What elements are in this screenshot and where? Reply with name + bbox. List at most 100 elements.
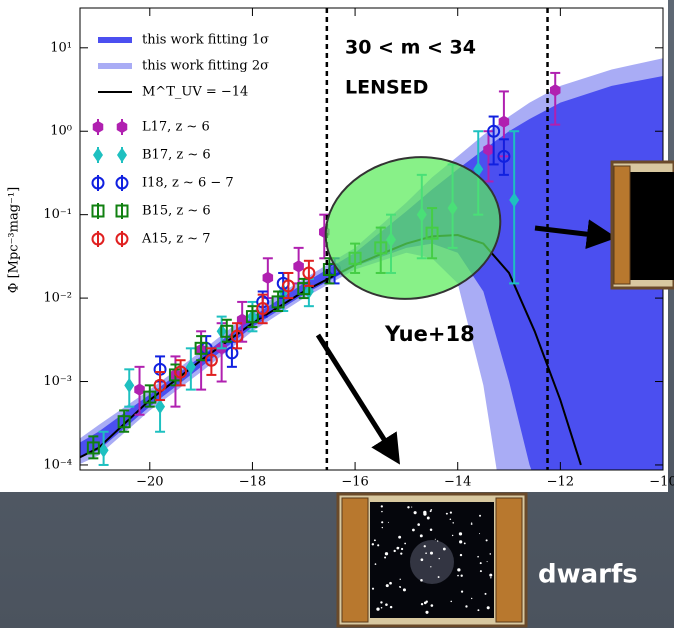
- data-point: [550, 85, 560, 96]
- legend-label: this work fitting 2σ: [142, 59, 269, 74]
- star: [480, 562, 482, 564]
- x-tick-label: −14: [444, 475, 471, 490]
- star: [464, 542, 466, 544]
- star: [398, 547, 399, 548]
- star: [489, 553, 491, 555]
- x-tick-label: −10: [649, 475, 674, 490]
- star: [425, 611, 428, 614]
- star: [459, 540, 462, 543]
- star: [398, 536, 401, 539]
- annotation: 30 < m < 34: [345, 37, 476, 59]
- star: [446, 513, 448, 515]
- star: [450, 518, 452, 520]
- star: [480, 570, 482, 572]
- star: [487, 561, 488, 562]
- star: [372, 543, 374, 545]
- y-tick-label: 10¹: [50, 40, 72, 55]
- star: [423, 511, 426, 514]
- star: [404, 543, 406, 545]
- data-point: [93, 122, 103, 133]
- star: [460, 554, 462, 556]
- star: [384, 557, 386, 559]
- star: [477, 609, 479, 611]
- star: [465, 605, 467, 607]
- star: [412, 529, 415, 532]
- star: [400, 553, 402, 555]
- star: [438, 576, 440, 578]
- star: [381, 511, 382, 512]
- x-tick-label: −18: [239, 475, 266, 490]
- page: {"chart_data": { "type": "scatter", "yla…: [0, 0, 674, 628]
- y-tick-label: 10⁻³: [43, 374, 72, 389]
- star: [443, 548, 446, 551]
- x-tick-label: −20: [136, 475, 163, 490]
- star: [439, 558, 440, 559]
- star: [479, 515, 481, 517]
- star: [375, 563, 377, 565]
- legend-label: B17, z ∼ 6: [142, 148, 211, 163]
- star: [487, 606, 490, 609]
- star: [457, 575, 459, 577]
- legend-label: A15, z ∼ 7: [141, 232, 210, 247]
- star: [385, 552, 388, 555]
- legend-label: M^T_UV = −14: [142, 85, 248, 100]
- star: [486, 539, 488, 541]
- star: [430, 528, 433, 531]
- star: [411, 507, 412, 508]
- star: [452, 535, 453, 536]
- star: [489, 574, 492, 577]
- star: [374, 539, 376, 541]
- star: [377, 544, 379, 546]
- star: [477, 556, 479, 558]
- data-point: [499, 116, 509, 127]
- star: [417, 523, 420, 526]
- star: [437, 540, 438, 541]
- y-tick-label: 10⁻⁴: [43, 457, 72, 472]
- star: [401, 548, 403, 550]
- y-tick-label: 10⁻²: [43, 291, 72, 306]
- star: [399, 586, 401, 588]
- data-point: [484, 144, 494, 155]
- star: [421, 603, 423, 605]
- star: [431, 604, 434, 607]
- y-axis-label: Φ [Mpc⁻³mag⁻¹]: [7, 187, 22, 293]
- star: [376, 608, 379, 611]
- x-tick-label: −12: [547, 475, 574, 490]
- star: [459, 532, 462, 535]
- star: [452, 522, 453, 523]
- star: [381, 607, 383, 609]
- star: [471, 523, 473, 525]
- data-point: [263, 272, 273, 283]
- y-tick-label: 10⁰: [50, 124, 72, 139]
- annotation: LENSED: [345, 77, 428, 99]
- star: [424, 545, 426, 547]
- window-image: [338, 494, 526, 626]
- y-tick-label: 10⁻¹: [43, 207, 72, 222]
- star: [394, 550, 396, 552]
- annotation: Yue+18: [384, 322, 475, 346]
- slide: Φ [Mpc⁻³mag⁻¹] this work fitting 1σthis …: [0, 0, 674, 628]
- star: [403, 588, 406, 591]
- star: [485, 593, 487, 595]
- star: [381, 505, 383, 507]
- data-point: [135, 384, 145, 395]
- star: [421, 558, 424, 561]
- star: [430, 552, 433, 555]
- star: [461, 591, 463, 593]
- star: [386, 584, 389, 587]
- legend-label: I18, z ∼ 6 − 7: [142, 176, 234, 191]
- star: [388, 522, 389, 523]
- star: [414, 511, 417, 514]
- star: [490, 577, 491, 578]
- star: [425, 552, 427, 554]
- legend-label: L17, z ∼ 6: [142, 120, 210, 135]
- star: [461, 575, 463, 577]
- star: [385, 603, 388, 606]
- star: [382, 527, 383, 528]
- star: [457, 568, 460, 571]
- star: [372, 588, 374, 590]
- star: [430, 566, 431, 567]
- star: [407, 506, 409, 508]
- star: [420, 534, 423, 537]
- data-point: [294, 261, 304, 272]
